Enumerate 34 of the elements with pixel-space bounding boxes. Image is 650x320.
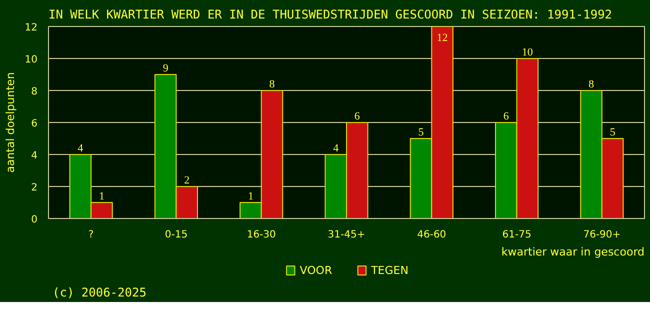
x-tick-label: ? <box>88 230 94 240</box>
data-label: 6 <box>354 110 360 122</box>
chart-title: IN WELK KWARTIER WERD ER IN DE THUISWEDSTRIJDEN GESCOORD IN SEIZOEN: 1991-1992 <box>48 8 612 22</box>
y-tick-label: 0 <box>31 214 38 226</box>
data-label: 8 <box>588 78 595 90</box>
y-axis-title: aantal doelpunten <box>4 72 17 173</box>
x-tick-label: 16-30 <box>246 230 276 240</box>
data-label: 5 <box>418 126 424 138</box>
data-label: 1 <box>98 190 104 202</box>
data-label: 9 <box>162 62 169 74</box>
data-label: 8 <box>269 78 276 90</box>
x-axis-title: kwartier waar in gescoord <box>501 246 644 258</box>
x-tick-label: 76-90+ <box>583 230 621 240</box>
data-label: 4 <box>78 142 84 154</box>
y-tick-label: 12 <box>24 22 38 34</box>
data-label: 2 <box>184 174 190 186</box>
text: (c) 2006-2025 <box>52 286 146 300</box>
x-tick-label: 61-75 <box>502 230 532 240</box>
data-label: 1 <box>248 190 254 202</box>
y-tick-label: 2 <box>31 182 38 194</box>
data-label: 4 <box>333 142 340 154</box>
legend-label: VOOR <box>300 264 332 277</box>
y-tick-label: 8 <box>31 86 38 98</box>
legend-label: TEGEN <box>370 264 408 277</box>
x-tick-label: 46-60 <box>417 230 446 240</box>
x-tick-label: 31-45+ <box>328 230 366 240</box>
x-tick-label: 0-15 <box>164 230 188 240</box>
data-label: 6 <box>503 110 510 122</box>
data-label: 5 <box>610 126 616 138</box>
data-label: 10 <box>522 46 534 58</box>
y-tick-label: 6 <box>31 118 38 130</box>
data-label: 12 <box>436 32 448 44</box>
y-tick-label: 10 <box>24 54 38 66</box>
y-tick-label: 4 <box>31 150 38 162</box>
